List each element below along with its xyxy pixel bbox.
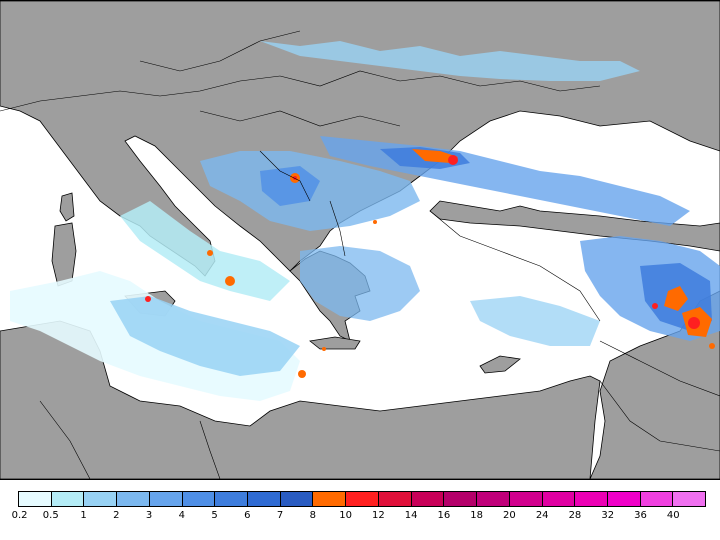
- colorbar-segment: [51, 492, 85, 506]
- colorbar-label: 2: [113, 510, 120, 521]
- precip-cell-italy: [225, 276, 235, 286]
- colorbar-segment: [575, 492, 608, 506]
- border-line-11: [259, 150, 311, 202]
- colorbar-segment: [149, 492, 183, 506]
- border-line-3: [139, 30, 301, 72]
- border-line-4: [199, 110, 401, 127]
- precip-cell-crete: [322, 347, 326, 351]
- colorbar-label: 10: [339, 510, 352, 521]
- colorbar-label: 16: [437, 510, 451, 521]
- precip-core-balkans: [260, 166, 320, 206]
- colorbar-segment: [640, 492, 674, 506]
- colorbar-segment: [607, 492, 641, 506]
- colorbar-segment: [509, 492, 543, 506]
- colorbar-label: 36: [634, 510, 647, 521]
- colorbar-label: 5: [211, 510, 218, 521]
- colorbar-segment: [182, 492, 216, 506]
- precip-band-aegean: [300, 246, 420, 321]
- colorbar-segment: [313, 492, 347, 506]
- colorbar-segment: [378, 492, 412, 506]
- precip-cell-blacksea-core: [448, 155, 458, 165]
- precip-cell-thrace: [373, 220, 377, 224]
- colorbar: [18, 491, 706, 507]
- corsica-island: [59, 192, 75, 222]
- colorbar-label: 7: [276, 510, 284, 521]
- colorbar-label: 40: [666, 510, 680, 521]
- border-line-1: [0, 75, 281, 112]
- crete-island: [309, 336, 361, 350]
- colorbar-segment: [280, 492, 314, 506]
- precip-cell-sicily: [145, 296, 151, 302]
- border-line-5: [429, 210, 601, 322]
- country-borders: [0, 30, 720, 479]
- precip-cell-turkey-east-core: [688, 317, 700, 329]
- cyprus-island: [479, 355, 521, 374]
- colorbar-label: 28: [568, 510, 582, 521]
- colorbar-label: 0.5: [42, 510, 59, 521]
- colorbar-segment: [477, 492, 510, 506]
- border-line-10: [329, 200, 346, 257]
- colorbar-label: 1: [80, 510, 87, 521]
- precip-band-ionian: [110, 296, 300, 376]
- precip-cell-turkey-east-3: [652, 303, 658, 309]
- colorbar-label: 0.2: [11, 510, 28, 521]
- precip-cell-blacksea: [412, 149, 458, 163]
- colorbar-label: 14: [404, 510, 418, 521]
- colorbar-segment: [19, 492, 52, 506]
- border-line-6: [599, 340, 720, 397]
- colorbar-label: 12: [372, 510, 385, 521]
- colorbar-label: 4: [178, 510, 185, 521]
- border-line-7: [599, 380, 720, 452]
- colorbar-label: 6: [244, 510, 251, 521]
- precip-cell-calabria: [207, 250, 213, 256]
- border-line-8: [199, 420, 221, 479]
- colorbar-label: 8: [309, 510, 317, 521]
- precip-cell-libyan-sea: [298, 370, 306, 378]
- colorbar-segment: [248, 492, 281, 506]
- colorbar-segment: [673, 492, 706, 506]
- map-canvas: [0, 1, 720, 479]
- colorbar-segment: [444, 492, 478, 506]
- precipitation-map: [0, 0, 720, 480]
- colorbar-segment: [215, 492, 249, 506]
- colorbar-label: 3: [145, 510, 153, 521]
- colorbar-labels: 0.2 0.5 1 2 3 4 5 6 7 8 10 12 14 16 18 20 24 28 32 36 40: [0, 510, 720, 524]
- sardinia-island: [51, 222, 77, 287]
- border-line-2: [279, 70, 601, 92]
- colorbar-label: 24: [535, 510, 549, 521]
- border-line-9: [39, 400, 91, 479]
- precip-light-adriatic: [120, 201, 290, 301]
- precipitation-overlay: [10, 41, 720, 401]
- precip-cell-turkey-east-4: [709, 343, 715, 349]
- colorbar-segment: [411, 492, 445, 506]
- colorbar-label: 18: [470, 510, 484, 521]
- precip-cell-turkey-east-1: [664, 286, 688, 311]
- colorbar-label: 32: [601, 510, 615, 521]
- colorbar-segment: [346, 492, 379, 506]
- colorbar-segment: [84, 492, 118, 506]
- colorbar-segment: [542, 492, 576, 506]
- precip-band-turkey-south: [470, 296, 600, 346]
- precip-band-north: [260, 41, 640, 81]
- colorbar-label: 20: [503, 510, 516, 521]
- colorbar-segment: [117, 492, 150, 506]
